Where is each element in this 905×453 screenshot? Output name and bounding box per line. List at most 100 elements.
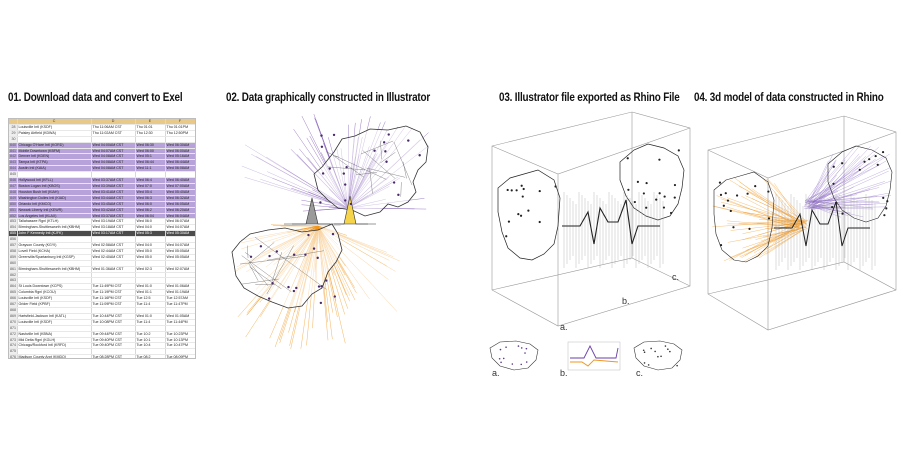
table-row[interactable]: 867 Grider Field (KPBF) Tue 11:09PM CST Tue… — [9, 301, 195, 308]
cell[interactable]: Tue 11:4 — [135, 319, 166, 326]
cell[interactable] — [91, 307, 136, 314]
cell[interactable]: Tue 08:28PM CST — [91, 354, 136, 358]
cell[interactable]: Wed 06:07AM — [165, 218, 195, 226]
cell[interactable]: Hartsfield-Jackson Intl (KATL) — [17, 313, 92, 320]
cell[interactable]: Wed 02:40AM CST — [91, 254, 136, 261]
cell[interactable]: Wed 06:04 — [135, 213, 166, 220]
cell[interactable] — [135, 260, 166, 267]
table-row[interactable]: 849 Washington Dulles Intl (KIAD) Wed 03:4… — [9, 195, 195, 202]
table-row[interactable]: 874 Chicago/Rockford Intl (KRFD) Tue 09:40… — [9, 342, 195, 350]
cell[interactable]: Wed 04:08AM CST — [91, 159, 136, 167]
cell[interactable]: Louisville Intl (KSDF) — [17, 295, 92, 303]
column-header[interactable]: C — [17, 119, 92, 125]
table-row[interactable]: 843 Tampa Intl (KTPA) Wed 04:08AM CST Wed 0… — [9, 159, 195, 167]
cell[interactable]: Tue 10:44PM CST — [91, 313, 136, 320]
cell[interactable]: Tue 11:19PM CST — [91, 289, 136, 297]
cell[interactable] — [17, 136, 92, 143]
cell[interactable]: Tue 10:2 — [135, 331, 166, 338]
cell[interactable]: Grayson County (KGYI) — [17, 242, 92, 249]
column-header[interactable]: D — [91, 119, 136, 125]
table-row[interactable]: 861 Birmingham-Shuttlesworth Intl (KBHM) W… — [9, 266, 195, 273]
cell[interactable]: Hollywood Intl (KFLL) — [17, 177, 92, 184]
cell[interactable]: Washington Dulles Intl (KIAD) — [17, 195, 92, 202]
cell[interactable]: Wed 05:1 — [135, 153, 166, 161]
cell[interactable]: Thu 11:02AM CST — [91, 130, 136, 137]
table-row[interactable]: 852 Los Angeles Intl (KLAX) Wed 03:37AM CS… — [9, 213, 195, 220]
table-row[interactable]: 858 Lovell Field (KCHA) Wed 02:44AM CST Wed… — [9, 248, 195, 255]
cell[interactable]: Grider Field (KPBF) — [17, 301, 92, 308]
table-row[interactable]: 856 — [9, 236, 195, 244]
table-row[interactable]: 847 Boston Logan Intl (KBOS) Wed 03:39AM C… — [9, 183, 195, 190]
cell[interactable]: Wed 06:40AM — [165, 177, 195, 184]
cell[interactable]: Birmingham-Shuttlesworth Intl (KBHM) — [17, 266, 92, 273]
cell[interactable]: Thu 12:50PM — [165, 130, 195, 137]
cell[interactable]: Tue 09:40PM CST — [91, 342, 136, 350]
cell[interactable]: Chicago/Rockford Intl (KRFD) — [17, 342, 92, 350]
cell[interactable]: Los Angeles Intl (KLAX) — [17, 213, 92, 220]
table-row[interactable]: 868 — [9, 307, 195, 314]
cell[interactable]: Tue 11:4 — [135, 301, 166, 308]
cell[interactable]: Wed 05:4 — [135, 189, 166, 196]
cell[interactable]: Wed 04:07AM CST — [91, 148, 136, 155]
table-row[interactable]: 841 Mobile Downtown (KBFM) Wed 04:07AM CST… — [9, 148, 195, 155]
table-row[interactable]: 850 Orlando Intl (KMCO) Wed 03:45AM CST Wed… — [9, 201, 195, 208]
cell[interactable]: Wed 06:4 — [135, 177, 166, 184]
column-header[interactable]: E — [135, 119, 166, 125]
cell[interactable] — [17, 348, 92, 356]
table-row[interactable]: 846 Hollywood Intl (KFLL) Wed 03:37AM CST W… — [9, 177, 195, 184]
cell[interactable]: Wed 06:32AM — [165, 195, 195, 202]
cell[interactable] — [17, 272, 92, 279]
cell[interactable]: Thu 01:01PM — [165, 124, 195, 131]
cell[interactable]: Wed 01:36AM CST — [91, 266, 136, 273]
cell[interactable]: Tampa Intl (KTPA) — [17, 159, 92, 167]
cell[interactable]: Wed 06:44AM — [165, 159, 195, 167]
table-row[interactable]: 854 Birmingham-Shuttlesworth Intl (KBHM) W… — [9, 224, 195, 232]
column-header[interactable]: F — [165, 119, 195, 125]
cell[interactable] — [135, 325, 166, 332]
cell[interactable]: Wed 01:0 — [135, 283, 166, 291]
table-row[interactable]: 29 Paisley Airfield (KDWA) Thu 11:02AM CST… — [9, 130, 195, 137]
table-row[interactable]: 855 John F Kennedy Intl (KJFK) Wed 03:17AM… — [9, 230, 195, 238]
table-row[interactable]: 872 Nashville Intl (KBNA) Tue 09:44PM CST T… — [9, 331, 195, 338]
cell[interactable]: Wed 06:30 — [135, 142, 166, 149]
cell[interactable]: Wed 06:00AM — [165, 148, 195, 155]
cell[interactable] — [17, 236, 92, 244]
cell[interactable] — [91, 136, 136, 143]
cell[interactable]: Wed 06:2 — [135, 207, 166, 214]
table-row[interactable]: 863 — [9, 277, 195, 285]
cell[interactable] — [165, 260, 195, 267]
cell[interactable]: Tue 11:16PM CST — [91, 295, 136, 303]
cell[interactable]: Wed 03:37AM CST — [91, 213, 136, 220]
cell[interactable]: Wed 06:44 — [135, 159, 166, 167]
cell[interactable]: Wed 03:41AM CST — [91, 189, 136, 196]
table-row[interactable]: 865 Columbia Rgnl (KCOU) Tue 11:19PM CST We… — [9, 289, 195, 297]
cell[interactable]: Wed 05:05AM — [165, 248, 195, 255]
cell[interactable] — [17, 277, 92, 285]
table-row[interactable]: 28 Louisville Intl (KSDF) Thu 11:06AM CST T… — [9, 124, 195, 131]
cell[interactable]: Tue 09:40PM CST — [91, 337, 136, 344]
cell[interactable]: Wed 11:1 — [135, 165, 166, 173]
cell[interactable]: Wed 06:00 — [135, 148, 166, 155]
cell[interactable] — [135, 307, 166, 314]
cell[interactable] — [165, 136, 195, 143]
cell[interactable] — [165, 171, 195, 179]
cell[interactable]: Wed 04:08AM CST — [91, 153, 136, 161]
cell[interactable]: Birmingham-Shuttlesworth Intl (KBHM) — [17, 224, 92, 232]
cell[interactable]: Wed 06:0 — [135, 201, 166, 208]
table-row[interactable]: 869 Hartsfield-Jackson Intl (KATL) Tue 10:… — [9, 313, 195, 320]
cell[interactable] — [91, 325, 136, 332]
cell[interactable]: Newark Liberty Intl (KEWR) — [17, 207, 92, 214]
table-row[interactable]: 860 — [9, 260, 195, 267]
cell[interactable]: Wed 06:20AM — [165, 207, 195, 214]
table-row[interactable]: 866 Louisville Intl (KSDF) Tue 11:16PM CST… — [9, 295, 195, 303]
cell[interactable]: Wed 04:00AM CST — [91, 142, 136, 149]
cell[interactable]: Wed 04:0 — [135, 242, 166, 249]
cell[interactable] — [91, 260, 136, 267]
cell[interactable]: Denver Intl (KDEN) — [17, 153, 92, 161]
table-row[interactable]: 862 — [9, 272, 195, 279]
cell[interactable] — [17, 325, 92, 332]
cell[interactable]: Louisville Intl (KSDF) — [17, 124, 92, 131]
cell[interactable]: Wed 02:44AM CST — [91, 248, 136, 255]
cell[interactable] — [17, 307, 92, 314]
cell[interactable]: Wed 04:07AM — [165, 242, 195, 249]
